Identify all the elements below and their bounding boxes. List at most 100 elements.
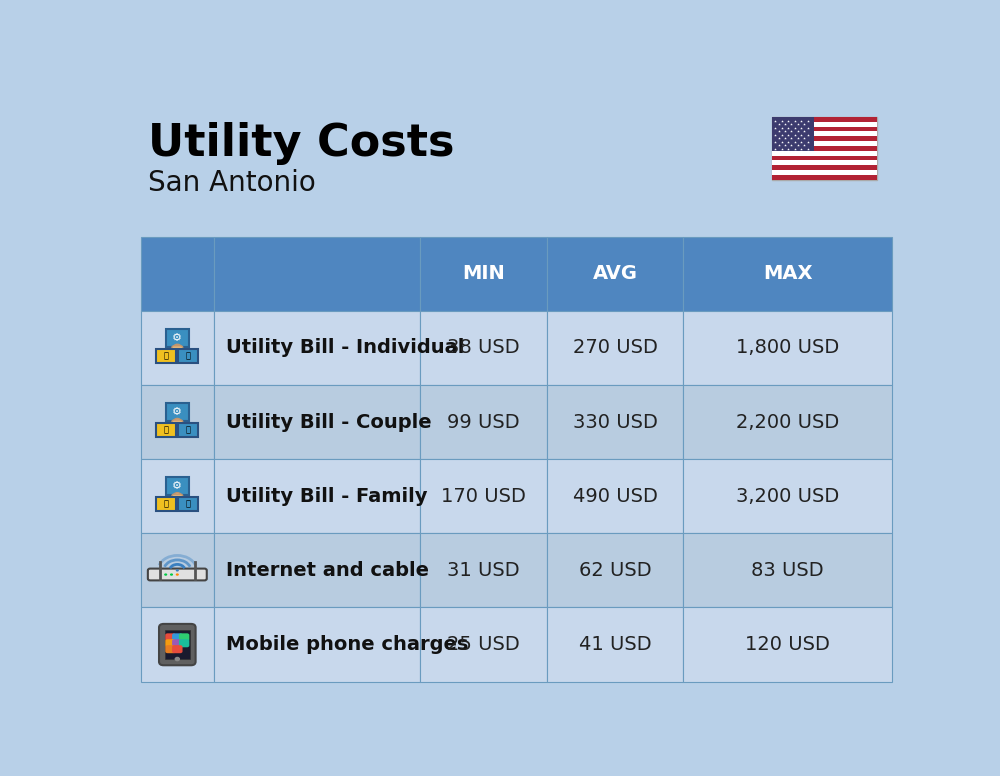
FancyBboxPatch shape xyxy=(772,161,877,165)
FancyBboxPatch shape xyxy=(172,420,183,429)
FancyBboxPatch shape xyxy=(214,310,420,385)
FancyBboxPatch shape xyxy=(214,533,420,608)
Text: ⚙: ⚙ xyxy=(172,481,182,491)
FancyBboxPatch shape xyxy=(420,310,547,385)
Circle shape xyxy=(170,573,173,576)
FancyBboxPatch shape xyxy=(547,310,683,385)
FancyBboxPatch shape xyxy=(547,459,683,533)
FancyBboxPatch shape xyxy=(547,608,683,681)
FancyBboxPatch shape xyxy=(772,117,877,122)
FancyBboxPatch shape xyxy=(165,639,176,647)
FancyBboxPatch shape xyxy=(683,608,892,681)
Circle shape xyxy=(164,573,167,576)
Text: ⚙: ⚙ xyxy=(172,407,182,417)
Text: 🚿: 🚿 xyxy=(186,500,191,508)
FancyBboxPatch shape xyxy=(156,348,176,363)
Text: 🚿: 🚿 xyxy=(186,352,191,360)
FancyBboxPatch shape xyxy=(772,170,877,175)
FancyBboxPatch shape xyxy=(214,608,420,681)
Text: 330 USD: 330 USD xyxy=(573,413,658,431)
FancyBboxPatch shape xyxy=(140,459,214,533)
Circle shape xyxy=(174,418,181,424)
FancyBboxPatch shape xyxy=(140,237,214,310)
FancyBboxPatch shape xyxy=(683,533,892,608)
FancyBboxPatch shape xyxy=(772,131,877,137)
Text: 490 USD: 490 USD xyxy=(573,487,658,506)
FancyBboxPatch shape xyxy=(165,630,190,659)
Circle shape xyxy=(174,345,181,350)
FancyBboxPatch shape xyxy=(166,477,189,495)
FancyBboxPatch shape xyxy=(165,645,176,653)
Text: AVG: AVG xyxy=(593,264,638,283)
Text: Mobile phone charges: Mobile phone charges xyxy=(226,635,468,654)
Text: 170 USD: 170 USD xyxy=(441,487,526,506)
FancyBboxPatch shape xyxy=(420,459,547,533)
FancyBboxPatch shape xyxy=(178,497,198,511)
FancyBboxPatch shape xyxy=(172,494,183,504)
FancyBboxPatch shape xyxy=(772,165,877,170)
Circle shape xyxy=(176,569,179,572)
FancyBboxPatch shape xyxy=(420,608,547,681)
Text: 🚿: 🚿 xyxy=(186,425,191,435)
Text: Utility Costs: Utility Costs xyxy=(148,123,455,165)
FancyBboxPatch shape xyxy=(772,117,877,180)
FancyBboxPatch shape xyxy=(547,237,683,310)
FancyBboxPatch shape xyxy=(772,117,814,151)
FancyBboxPatch shape xyxy=(159,624,196,665)
Text: ⚙: ⚙ xyxy=(172,333,182,343)
FancyBboxPatch shape xyxy=(772,146,877,151)
FancyBboxPatch shape xyxy=(214,237,420,310)
FancyBboxPatch shape xyxy=(140,533,214,608)
FancyBboxPatch shape xyxy=(140,385,214,459)
FancyBboxPatch shape xyxy=(166,403,189,421)
FancyBboxPatch shape xyxy=(178,348,198,363)
FancyBboxPatch shape xyxy=(772,126,877,131)
FancyBboxPatch shape xyxy=(772,137,877,141)
Text: 🔌: 🔌 xyxy=(164,500,169,508)
FancyBboxPatch shape xyxy=(420,385,547,459)
FancyBboxPatch shape xyxy=(214,385,420,459)
FancyBboxPatch shape xyxy=(683,385,892,459)
FancyBboxPatch shape xyxy=(772,141,877,146)
FancyBboxPatch shape xyxy=(179,639,189,647)
Text: 62 USD: 62 USD xyxy=(579,561,652,580)
Circle shape xyxy=(174,493,181,498)
FancyBboxPatch shape xyxy=(156,423,176,437)
Text: 31 USD: 31 USD xyxy=(447,561,520,580)
Text: 270 USD: 270 USD xyxy=(573,338,658,357)
FancyBboxPatch shape xyxy=(165,633,176,642)
FancyBboxPatch shape xyxy=(547,385,683,459)
FancyBboxPatch shape xyxy=(172,645,183,653)
FancyBboxPatch shape xyxy=(683,459,892,533)
Text: 3,200 USD: 3,200 USD xyxy=(736,487,839,506)
Text: 41 USD: 41 USD xyxy=(579,635,652,654)
FancyBboxPatch shape xyxy=(214,459,420,533)
Text: 🔌: 🔌 xyxy=(164,352,169,360)
FancyBboxPatch shape xyxy=(547,533,683,608)
Text: 38 USD: 38 USD xyxy=(447,338,520,357)
Text: 1,800 USD: 1,800 USD xyxy=(736,338,839,357)
Text: 83 USD: 83 USD xyxy=(751,561,824,580)
FancyBboxPatch shape xyxy=(772,122,877,126)
Text: 2,200 USD: 2,200 USD xyxy=(736,413,839,431)
FancyBboxPatch shape xyxy=(772,151,877,156)
FancyBboxPatch shape xyxy=(172,633,183,642)
FancyBboxPatch shape xyxy=(140,310,214,385)
FancyBboxPatch shape xyxy=(172,639,183,647)
Text: MIN: MIN xyxy=(462,264,505,283)
FancyBboxPatch shape xyxy=(420,533,547,608)
Text: 120 USD: 120 USD xyxy=(745,635,830,654)
FancyBboxPatch shape xyxy=(683,310,892,385)
Circle shape xyxy=(175,657,179,660)
FancyBboxPatch shape xyxy=(156,497,176,511)
FancyBboxPatch shape xyxy=(172,346,183,355)
FancyBboxPatch shape xyxy=(772,175,877,180)
FancyBboxPatch shape xyxy=(140,608,214,681)
FancyBboxPatch shape xyxy=(772,156,877,161)
FancyBboxPatch shape xyxy=(166,329,189,347)
Circle shape xyxy=(176,573,179,576)
FancyBboxPatch shape xyxy=(178,423,198,437)
Text: Utility Bill - Family: Utility Bill - Family xyxy=(226,487,427,506)
FancyBboxPatch shape xyxy=(420,237,547,310)
FancyBboxPatch shape xyxy=(148,569,207,580)
